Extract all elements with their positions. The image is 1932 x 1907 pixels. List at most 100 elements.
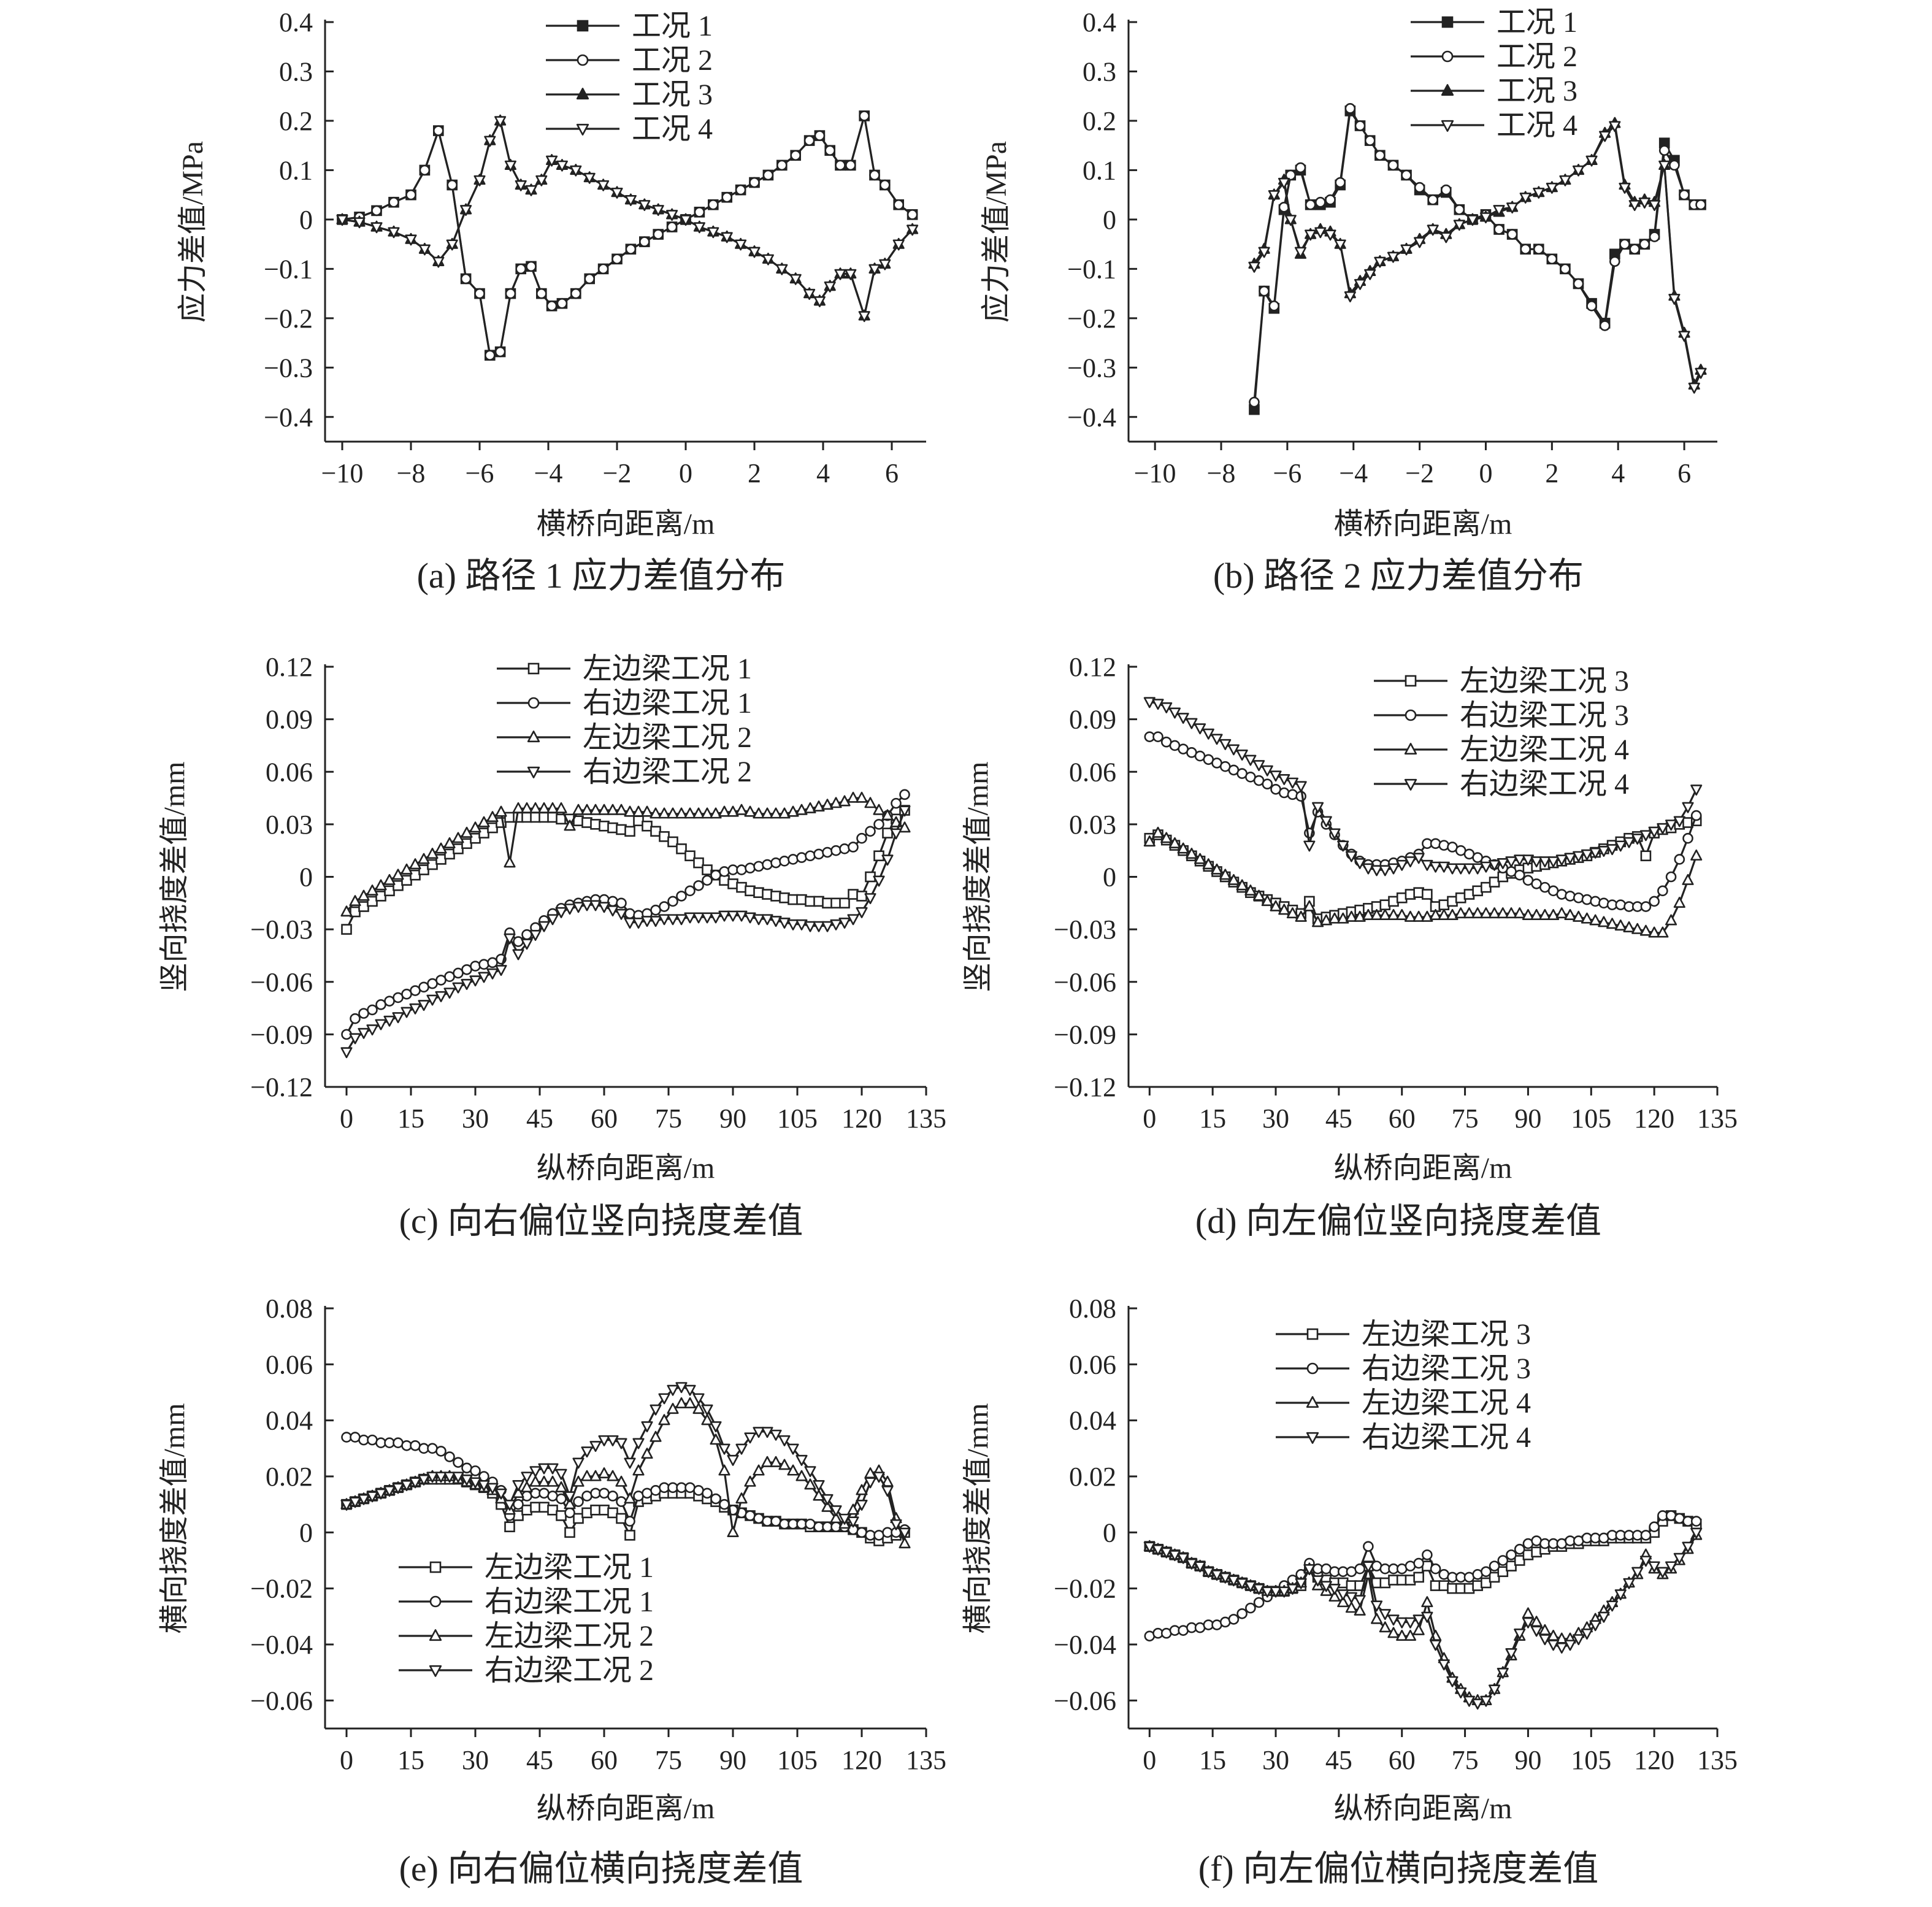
data-point	[847, 1516, 859, 1528]
data-point	[401, 863, 413, 875]
data-point	[435, 991, 447, 1002]
data-point	[426, 848, 439, 859]
data-point	[589, 900, 602, 911]
x-tick-label: 135	[1697, 1103, 1738, 1134]
data-point	[761, 1427, 773, 1438]
data-point	[1387, 251, 1400, 263]
data-point	[1202, 1567, 1214, 1578]
legend-label: 左边梁工况 3	[1362, 1318, 1531, 1351]
data-point	[838, 795, 851, 807]
data-point	[1497, 1555, 1509, 1566]
data-point	[418, 244, 431, 256]
data-point	[639, 236, 650, 247]
data-point	[830, 845, 841, 856]
y-axis-label: 横向挠度差值/mm	[158, 1403, 191, 1633]
legend-label: 右边梁工况 2	[583, 756, 752, 788]
data-point	[615, 1438, 627, 1449]
data-point	[770, 807, 782, 819]
data-point	[804, 921, 816, 932]
data-point	[1303, 900, 1316, 911]
data-point	[735, 1443, 748, 1455]
data-point	[693, 222, 705, 234]
data-point	[405, 189, 416, 201]
data-point	[495, 1488, 507, 1500]
data-point	[1639, 924, 1652, 936]
data-point	[899, 1537, 911, 1549]
data-point	[512, 802, 524, 813]
data-point	[529, 1475, 542, 1487]
data-point	[1387, 1627, 1400, 1638]
y-tick-label: −0.3	[1067, 353, 1116, 383]
data-point	[336, 215, 348, 226]
data-point	[1581, 849, 1593, 861]
data-point	[873, 804, 885, 815]
data-point	[684, 807, 696, 819]
data-point	[1455, 863, 1467, 875]
data-point	[1244, 884, 1257, 896]
data-point	[1324, 229, 1336, 241]
data-point	[1315, 196, 1326, 208]
data-point	[1244, 1581, 1257, 1592]
data-point	[573, 1496, 584, 1507]
data-point	[1573, 910, 1585, 922]
data-point	[899, 1527, 911, 1539]
data-point	[1294, 247, 1306, 258]
data-point	[1649, 1521, 1660, 1532]
data-point	[1572, 165, 1585, 177]
data-point	[625, 244, 637, 255]
data-point	[856, 832, 867, 844]
data-point	[1152, 731, 1163, 742]
data-point	[838, 1513, 851, 1525]
data-point	[736, 864, 747, 875]
data-point	[1295, 791, 1306, 802]
data-point	[1270, 1586, 1282, 1598]
data-point	[616, 897, 627, 909]
panel-caption: (e) 向右偏位横向挠度差值	[399, 1849, 803, 1889]
data-point	[1236, 1608, 1248, 1619]
data-point	[1453, 220, 1465, 231]
data-point	[1589, 914, 1601, 926]
data-point	[821, 1494, 834, 1505]
x-tick-label: 90	[719, 1745, 746, 1775]
data-point	[470, 1465, 481, 1476]
y-tick-label: −0.06	[1054, 967, 1116, 997]
data-point	[615, 1475, 627, 1487]
data-point	[1695, 367, 1707, 379]
data-point	[839, 843, 850, 854]
data-point	[1387, 908, 1400, 920]
data-point	[1446, 1676, 1459, 1687]
x-tick-label: −8	[1207, 458, 1236, 488]
data-point	[1160, 1547, 1173, 1559]
data-point	[1688, 382, 1700, 394]
x-tick-label: 120	[1634, 1745, 1674, 1775]
data-point	[778, 1435, 791, 1446]
data-point	[1638, 198, 1650, 209]
legend-label: 左边梁工况 3	[1460, 665, 1629, 697]
x-tick-label: 45	[1325, 1745, 1352, 1775]
x-tick-label: 45	[526, 1745, 553, 1775]
data-point	[366, 1491, 378, 1503]
data-point	[504, 933, 516, 945]
data-point	[1619, 239, 1630, 250]
data-point	[624, 1492, 636, 1504]
data-point	[761, 807, 773, 819]
data-point	[721, 191, 732, 203]
x-tick-label: −2	[603, 458, 632, 488]
y-tick-label: −0.1	[1067, 254, 1116, 284]
data-point	[615, 804, 627, 815]
data-point	[1261, 895, 1273, 907]
data-point	[1261, 765, 1273, 777]
data-point	[789, 274, 802, 285]
data-point	[473, 175, 486, 186]
data-point	[1396, 1617, 1408, 1629]
data-point	[1245, 1602, 1256, 1614]
data-point	[770, 1429, 782, 1441]
data-point	[1639, 1556, 1652, 1567]
data-point	[1668, 293, 1681, 305]
x-tick-label: 0	[1143, 1103, 1156, 1134]
data-point	[1665, 1561, 1677, 1573]
y-tick-label: 0	[1103, 205, 1116, 235]
data-point	[452, 1471, 464, 1483]
data-point	[597, 263, 609, 275]
